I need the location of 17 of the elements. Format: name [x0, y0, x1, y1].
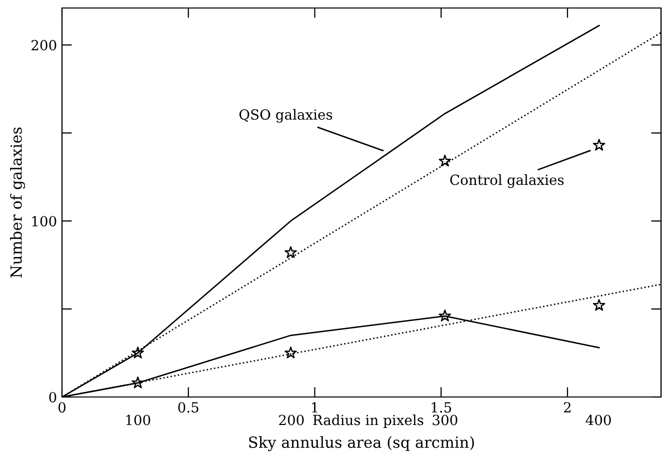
x-tick-label: 0.5	[178, 402, 198, 413]
y-tick-label: 200	[32, 40, 56, 50]
y-axis-title: Number of galaxies	[10, 127, 26, 278]
x2-tick-label: 300	[432, 414, 458, 426]
y-tick-label: 100	[32, 216, 56, 226]
y-tick-label: 0	[49, 392, 56, 402]
x2-tick-label: 200	[279, 414, 304, 426]
x-tick-label: 2	[564, 402, 571, 412]
x2-tick-label: 400	[586, 414, 611, 426]
x-tick-label: 1	[312, 402, 318, 412]
annotation: QSO galaxies	[239, 109, 332, 123]
x2-tick-label: 100	[126, 414, 150, 426]
x-axis-title: Sky annulus area (sq arcmin)	[249, 436, 474, 452]
x-tick-label: 0	[58, 402, 66, 413]
x2-axis-title: Radius in pixels	[313, 414, 424, 428]
annotation: Control galaxies	[450, 174, 564, 188]
x-tick-label: 1.5	[432, 402, 452, 413]
